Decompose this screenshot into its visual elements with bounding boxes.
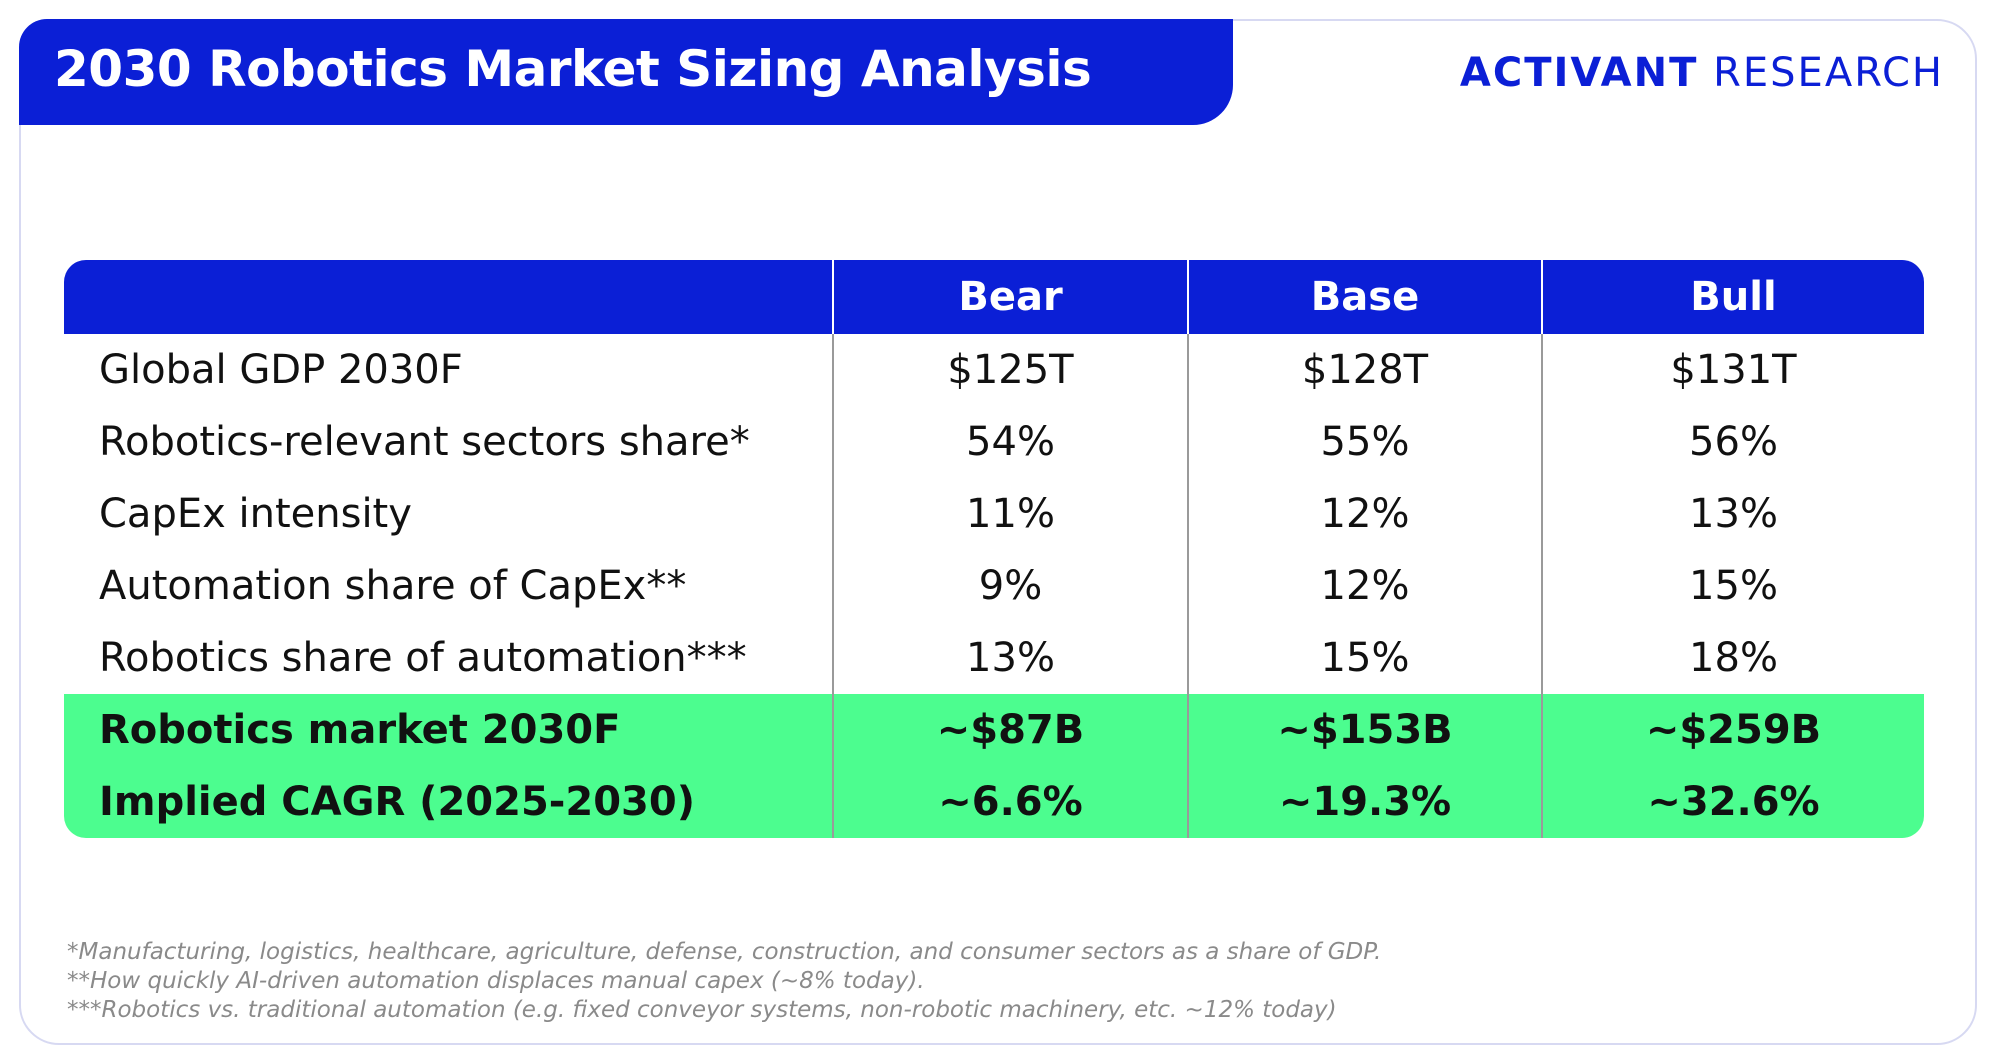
row-label: CapEx intensity	[99, 491, 412, 537]
table-row: CapEx intensity 11% 12% 13%	[64, 478, 1924, 550]
brand-light: RESEARCH	[1713, 50, 1944, 96]
cell-value: 13%	[1541, 478, 1924, 550]
brand: ACTIVANT RESEARCH	[1460, 50, 1944, 96]
column-header: Bear	[832, 260, 1187, 334]
cell-value: ~19.3%	[1187, 766, 1541, 838]
row-label: Global GDP 2030F	[99, 347, 463, 393]
table-row: Automation share of CapEx** 9% 12% 15%	[64, 550, 1924, 622]
cell-value: 55%	[1187, 406, 1541, 478]
summary-row: Implied CAGR (2025-2030) ~6.6% ~19.3% ~32.6…	[64, 766, 1924, 838]
cell-value: 54%	[832, 406, 1187, 478]
cell-value: $128T	[1187, 334, 1541, 406]
row-label: Automation share of CapEx**	[99, 563, 687, 609]
summary-row: Robotics market 2030F ~$87B ~$153B ~$259B	[64, 694, 1924, 766]
cell-value: 12%	[1187, 478, 1541, 550]
cell-value: 15%	[1541, 550, 1924, 622]
table: Bear Base Bull Global GDP 2030F $125T $128T $1…	[64, 260, 1924, 838]
brand-bold: ACTIVANT	[1459, 50, 1699, 96]
column-header: Base	[1187, 260, 1541, 334]
header-row: Bear Base Bull	[64, 260, 1924, 334]
cell-value: 15%	[1187, 622, 1541, 694]
title: 2030 Robotics Market Sizing Analysis	[54, 40, 1092, 98]
column-header: Bull	[1541, 260, 1924, 334]
cell-value: 11%	[832, 478, 1187, 550]
cell-value: ~$153B	[1187, 694, 1541, 766]
table-row: Global GDP 2030F $125T $128T $131T	[64, 334, 1924, 406]
cell-value: ~$259B	[1541, 694, 1924, 766]
footnote: *Manufacturing, logistics, healthcare, a…	[67, 939, 1382, 965]
footnote: ***Robotics vs. traditional automation (…	[67, 997, 1337, 1023]
cell-value: ~32.6%	[1541, 766, 1924, 838]
table-row: Robotics share of automation*** 13% 15% 18%	[64, 622, 1924, 694]
cell-value: ~6.6%	[832, 766, 1187, 838]
cell-value: $125T	[832, 334, 1187, 406]
table-row: Robotics-relevant sectors share* 54% 55% 56…	[64, 406, 1924, 478]
cell-value: 56%	[1541, 406, 1924, 478]
row-label: Robotics share of automation***	[99, 635, 747, 681]
footnotes: *Manufacturing, logistics, healthcare, a…	[67, 938, 1381, 1025]
row-label: Implied CAGR (2025-2030)	[99, 779, 695, 825]
cell-value: 12%	[1187, 550, 1541, 622]
cell-value: 9%	[832, 550, 1187, 622]
footnote: **How quickly AI-driven automation displ…	[67, 968, 925, 994]
cell-value: 13%	[832, 622, 1187, 694]
cell-value: $131T	[1541, 334, 1924, 406]
cell-value: ~$87B	[832, 694, 1187, 766]
title-bar	[19, 19, 1233, 125]
row-label: Robotics-relevant sectors share*	[99, 419, 750, 465]
header-cell	[99, 260, 832, 334]
cell-value: 18%	[1541, 622, 1924, 694]
row-label: Robotics market 2030F	[99, 707, 621, 753]
